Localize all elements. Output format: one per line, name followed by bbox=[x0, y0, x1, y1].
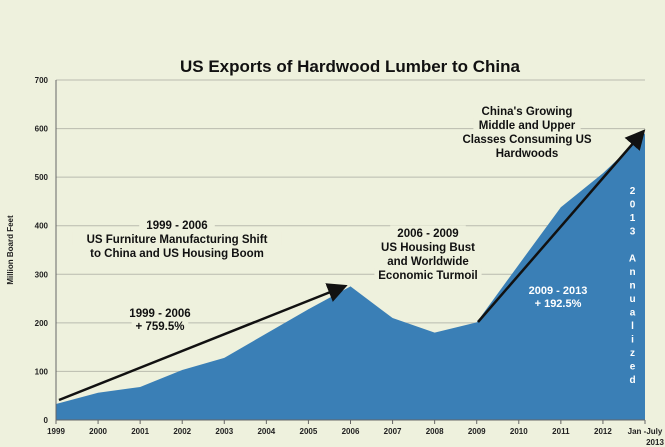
annotation-text: Economic Turmoil bbox=[378, 270, 477, 282]
annualized-label: 2013 Annualized bbox=[627, 186, 638, 389]
y-tick-label: 200 bbox=[35, 319, 49, 328]
annotation-text: 2006 - 2009 bbox=[397, 228, 458, 240]
annotation-text: China's Growing bbox=[482, 106, 573, 118]
y-tick-label: 600 bbox=[35, 125, 49, 134]
x-tick-label: 2004 bbox=[257, 427, 275, 436]
x-tick-label: 2000 bbox=[89, 427, 107, 436]
x-tick-label: 2008 bbox=[426, 427, 444, 436]
annotation-text: Middle and Upper bbox=[479, 120, 576, 132]
x-tick-label: 1999 bbox=[47, 427, 65, 436]
x-tick-label: Jan -July 2013 bbox=[628, 427, 665, 447]
annotation-bg bbox=[383, 253, 473, 268]
trend-arrow bbox=[58, 283, 348, 402]
annotation-text: 2009 - 2013 bbox=[529, 285, 588, 297]
y-tick-label: 700 bbox=[35, 76, 49, 85]
annotation-bg bbox=[476, 103, 578, 118]
annotation-bg bbox=[495, 145, 559, 160]
x-tick-label: 2011 bbox=[552, 427, 570, 436]
y-tick-label: 400 bbox=[35, 222, 49, 231]
annotation-text: 1999 - 2006 bbox=[129, 308, 190, 320]
y-tick-label: 300 bbox=[35, 270, 49, 279]
annotation-bg bbox=[377, 239, 479, 254]
x-tick-label: 2009 bbox=[468, 427, 486, 436]
annotation-text: + 759.5% bbox=[136, 321, 185, 333]
x-tick-label: 2005 bbox=[300, 427, 318, 436]
annotation-bg bbox=[72, 231, 282, 246]
x-tick-label: 2010 bbox=[510, 427, 528, 436]
annotation-bg bbox=[139, 217, 215, 232]
chart-title: US Exports of Hardwood Lumber to China bbox=[180, 57, 521, 76]
x-tick-label: 2002 bbox=[173, 427, 191, 436]
annotation-text: and Worldwide bbox=[387, 256, 469, 268]
annotation-bg bbox=[122, 305, 198, 319]
x-tick-label: 2007 bbox=[384, 427, 402, 436]
y-tick-label: 0 bbox=[44, 416, 49, 425]
annotation-bg bbox=[85, 245, 269, 260]
annotation-text: Classes Consuming US bbox=[462, 134, 591, 146]
annotation-bg bbox=[390, 225, 466, 240]
annotation-bg bbox=[473, 117, 581, 132]
annotation-text: + 192.5% bbox=[535, 298, 582, 310]
area-series bbox=[56, 133, 645, 420]
y-tick-label: 500 bbox=[35, 173, 49, 182]
annotation-text: 1999 - 2006 bbox=[146, 220, 207, 232]
x-tick-label: 2012 bbox=[594, 427, 612, 436]
x-tick-label: 2006 bbox=[342, 427, 360, 436]
annotation-text: US Housing Bust bbox=[381, 242, 475, 254]
annotation-text: Hardwoods bbox=[496, 148, 559, 160]
y-tick-label: 100 bbox=[35, 367, 49, 376]
annotation-text: US Furniture Manufacturing Shift bbox=[87, 234, 268, 246]
annotation-text: to China and US Housing Boom bbox=[90, 248, 264, 260]
trend-arrow bbox=[477, 129, 646, 323]
annotation-bg bbox=[460, 131, 594, 146]
annotation-bg bbox=[374, 267, 482, 282]
y-axis-label: Million Board Feet bbox=[6, 215, 15, 285]
x-tick-label: 2003 bbox=[215, 427, 233, 436]
x-tick-label: 2001 bbox=[131, 427, 149, 436]
annotation-bg bbox=[131, 318, 189, 332]
